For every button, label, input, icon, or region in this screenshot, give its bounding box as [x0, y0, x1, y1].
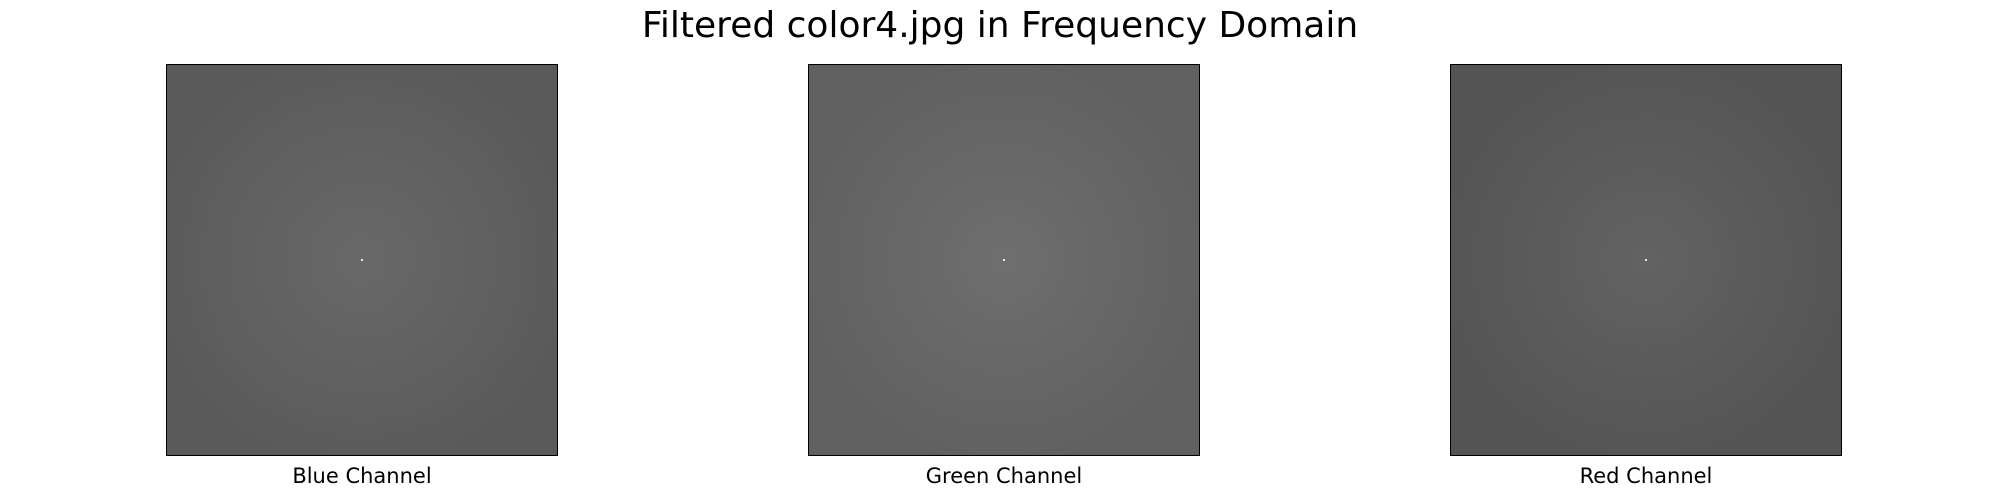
- red-channel-label: Red Channel: [1579, 464, 1713, 488]
- dc-component-point: [1003, 259, 1005, 261]
- figure-title: Filtered color4.jpg in Frequency Domain: [641, 5, 1359, 46]
- blue-channel-spectrum: [166, 64, 558, 456]
- red-channel-spectrum: [1450, 64, 1842, 456]
- dc-component-point: [1645, 259, 1647, 261]
- green-channel-spectrum: [808, 64, 1200, 456]
- blue-channel-label: Blue Channel: [292, 464, 432, 488]
- green-channel-label: Green Channel: [925, 464, 1083, 488]
- dc-component-point: [361, 259, 363, 261]
